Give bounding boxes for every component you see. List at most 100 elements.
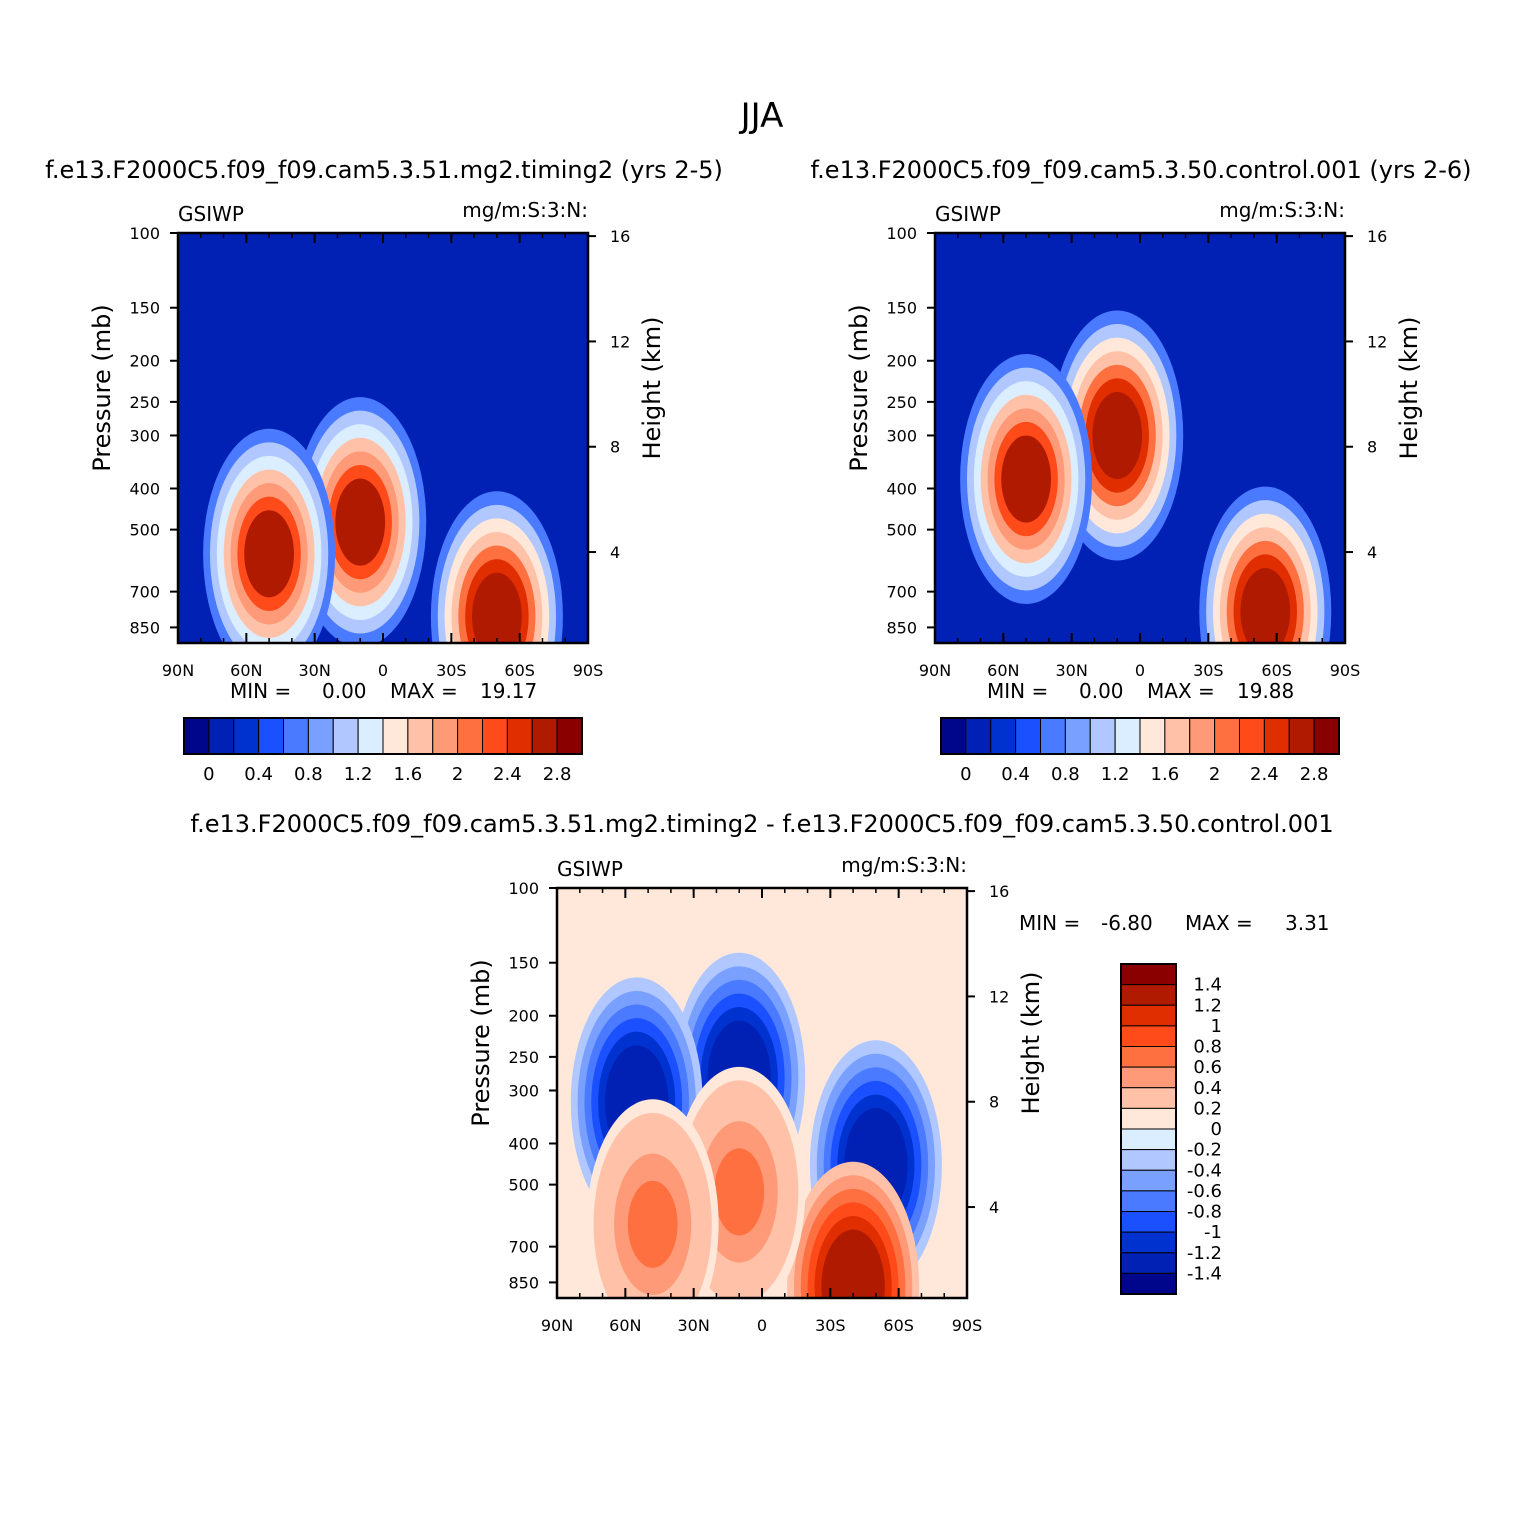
colorbar-swatch: [233, 717, 260, 755]
y-right-tick-label: 4: [989, 1198, 999, 1217]
y-right-tick-label: 12: [610, 332, 630, 351]
feature-4: [787, 1161, 920, 1298]
y-right-axis-label: Height (km): [1017, 972, 1045, 1115]
contour-level: [335, 478, 386, 566]
y-right-tick-label: 8: [989, 1093, 999, 1112]
colorbar-label: 0.8: [1193, 1037, 1222, 1058]
colorbar-swatch: [1040, 717, 1066, 755]
y-tick-label: 700: [886, 583, 917, 602]
feature-2: [1199, 486, 1332, 643]
colorbar-swatch: [965, 717, 992, 755]
y-tick-label: 850: [886, 618, 917, 637]
feature-1: [430, 491, 563, 643]
colorbar-swatch: [1064, 717, 1091, 755]
units-label: mg/m:S:3:N:: [1219, 198, 1345, 222]
colorbar-label: 0.6: [1193, 1057, 1222, 1078]
x-tick-label: 60S: [1261, 661, 1292, 680]
colorbar-swatch: [1120, 1211, 1177, 1233]
variable-label: GSIWP: [557, 857, 623, 881]
colorbar-swatch: [407, 717, 434, 755]
feature-6: [586, 1099, 719, 1298]
y-tick-label: 250: [886, 393, 917, 412]
y-tick-label: 300: [886, 426, 917, 445]
y-axis-label: Pressure (mb): [845, 304, 873, 471]
panel-title-left: f.e13.F2000C5.f09_f09.cam5.3.51.mg2.timi…: [45, 156, 723, 184]
colorbar-label: 0.8: [1051, 764, 1080, 785]
x-tick-label: 60S: [883, 1316, 914, 1335]
colorbar-label: -0.8: [1187, 1202, 1222, 1223]
x-tick-label: 90S: [952, 1316, 983, 1335]
colorbar-label: 2.8: [543, 764, 572, 785]
y-right-tick-label: 16: [610, 227, 630, 246]
panel-3: GSIWP mg/m:S:3:N:90N 60N 30N 0 30S 60S 90S10015…: [467, 853, 1330, 1335]
y-right-tick-label: 16: [989, 882, 1009, 901]
min-value: 0.00: [322, 679, 367, 703]
colorbar-swatch: [1139, 717, 1166, 755]
feature-3: [203, 428, 336, 643]
x-tick-label: 60N: [987, 661, 1019, 680]
colorbar-swatch: [1120, 1128, 1177, 1151]
y-tick-label: 700: [508, 1238, 539, 1257]
colorbar-swatch: [1189, 717, 1216, 755]
y-right-axis-label: Height (km): [1395, 317, 1423, 460]
colorbar-label: -0.2: [1187, 1140, 1222, 1161]
colorbar-label: -1.2: [1187, 1243, 1222, 1264]
variable-label: GSIWP: [935, 202, 1001, 226]
x-tick-label: 90N: [541, 1316, 573, 1335]
colorbar-label: 1: [1211, 1016, 1222, 1037]
contour-level: [714, 1148, 765, 1236]
colorbar-swatch: [1214, 717, 1240, 755]
x-tick-label: 90N: [919, 661, 951, 680]
y-tick-label: 400: [508, 1134, 539, 1153]
y-tick-label: 150: [129, 299, 160, 318]
y-tick-label: 150: [886, 299, 917, 318]
colorbar-swatch: [1239, 717, 1265, 755]
y-tick-label: 400: [886, 479, 917, 498]
panel-title-diff: f.e13.F2000C5.f09_f09.cam5.3.51.mg2.timi…: [190, 810, 1333, 838]
y-tick-label: 250: [508, 1048, 539, 1067]
y-tick-label: 200: [886, 352, 917, 371]
colorbar-label: 2.4: [1250, 764, 1279, 785]
y-right-tick-label: 8: [610, 438, 620, 457]
colorbar-label: 2: [1209, 764, 1220, 785]
colorbar-label: -1: [1204, 1222, 1222, 1243]
units-label: mg/m:S:3:N:: [841, 853, 967, 877]
y-right-tick-label: 12: [989, 987, 1009, 1006]
y-tick-label: 500: [886, 521, 917, 540]
min-label: MIN =: [230, 679, 291, 703]
x-tick-label: 30N: [678, 1316, 710, 1335]
colorbar-swatch: [208, 717, 235, 755]
colorbar-swatch: [1120, 1231, 1177, 1254]
colorbar-swatch: [1263, 717, 1290, 755]
max-value: 3.31: [1285, 911, 1330, 935]
colorbar-swatch: [1120, 963, 1177, 986]
figure-title: JJA: [739, 96, 784, 136]
units-label: mg/m:S:3:N:: [462, 198, 588, 222]
colorbar-label: -0.6: [1187, 1181, 1222, 1202]
x-tick-label: 90N: [162, 661, 194, 680]
contour-level: [1001, 435, 1051, 523]
colorbar-label: 0.4: [244, 764, 273, 785]
colorbar-label: 1.6: [394, 764, 423, 785]
x-tick-label: 30N: [1056, 661, 1088, 680]
y-tick-label: 250: [129, 393, 160, 412]
plot-field: [935, 233, 1345, 643]
y-tick-label: 400: [129, 479, 160, 498]
plot-field: [557, 888, 967, 1298]
colorbar-label: 0.4: [1001, 764, 1030, 785]
max-value: 19.88: [1237, 679, 1294, 703]
x-tick-label: 30S: [436, 661, 467, 680]
colorbar-swatch: [1120, 1025, 1177, 1047]
colorbar-swatch: [1120, 1046, 1177, 1068]
x-tick-label: 90S: [1330, 661, 1361, 680]
colorbar-swatch: [283, 717, 309, 755]
y-tick-label: 150: [508, 954, 539, 973]
y-tick-label: 500: [129, 521, 160, 540]
colorbar-label: 2.4: [493, 764, 522, 785]
y-right-tick-label: 4: [1367, 543, 1377, 562]
colorbar-swatch: [531, 717, 558, 755]
y-right-tick-label: 16: [1367, 227, 1387, 246]
x-tick-label: 60S: [504, 661, 535, 680]
colorbar-label: 0: [960, 764, 971, 785]
